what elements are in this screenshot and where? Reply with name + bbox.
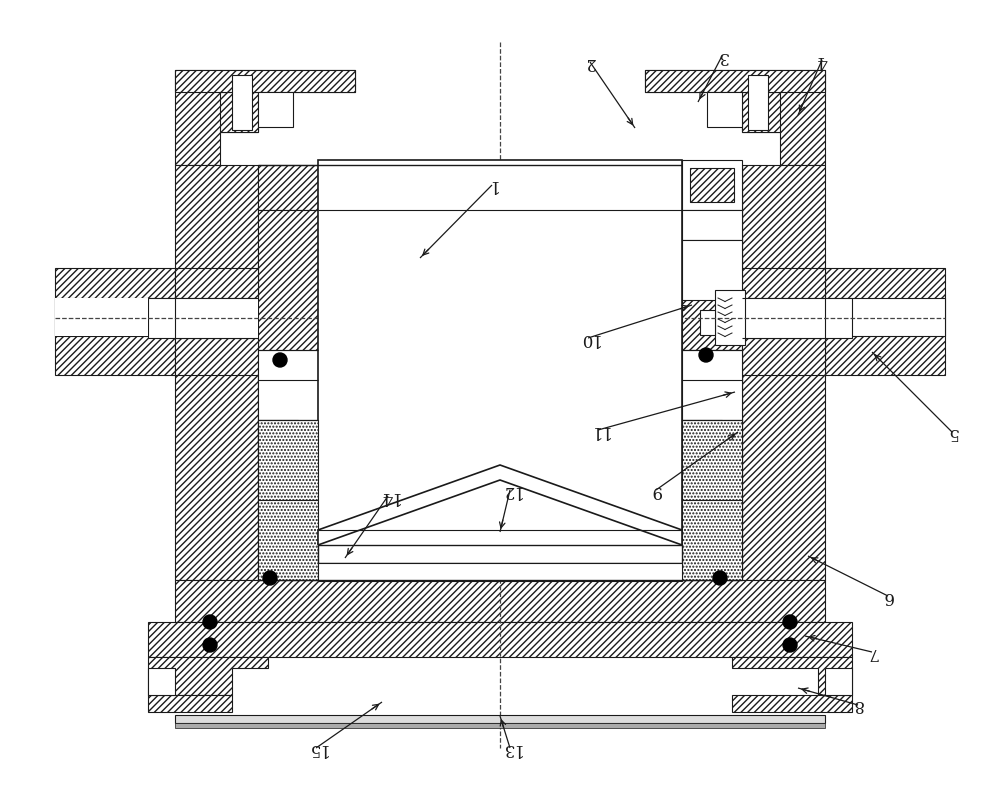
Polygon shape bbox=[175, 338, 258, 375]
Polygon shape bbox=[148, 657, 268, 695]
Bar bbox=[682, 350, 742, 380]
Text: 9: 9 bbox=[651, 482, 661, 498]
Polygon shape bbox=[318, 465, 682, 545]
Circle shape bbox=[783, 615, 797, 629]
Polygon shape bbox=[742, 268, 825, 298]
Bar bbox=[148, 298, 175, 338]
Circle shape bbox=[203, 638, 217, 652]
Polygon shape bbox=[645, 70, 825, 165]
Bar bbox=[175, 715, 825, 723]
Polygon shape bbox=[258, 420, 298, 455]
Circle shape bbox=[699, 348, 713, 362]
Bar bbox=[825, 298, 945, 336]
Bar bbox=[682, 210, 742, 240]
Polygon shape bbox=[645, 70, 825, 92]
Bar bbox=[318, 563, 682, 581]
Bar bbox=[318, 160, 682, 580]
Text: 3: 3 bbox=[717, 48, 727, 64]
Polygon shape bbox=[258, 210, 318, 580]
Bar bbox=[742, 298, 825, 338]
Bar bbox=[825, 298, 852, 338]
Bar bbox=[258, 92, 293, 127]
Polygon shape bbox=[148, 668, 175, 695]
Text: 1: 1 bbox=[487, 177, 497, 193]
Circle shape bbox=[713, 571, 727, 585]
Bar bbox=[715, 290, 745, 345]
Bar bbox=[55, 298, 148, 336]
Polygon shape bbox=[220, 92, 258, 132]
Bar bbox=[258, 500, 318, 580]
Circle shape bbox=[273, 353, 287, 367]
Text: 7: 7 bbox=[867, 643, 877, 661]
Bar bbox=[148, 622, 852, 657]
Text: 15: 15 bbox=[305, 740, 327, 756]
Text: 4: 4 bbox=[817, 51, 827, 68]
Polygon shape bbox=[682, 210, 742, 580]
Text: 10: 10 bbox=[577, 329, 599, 347]
Bar bbox=[707, 92, 742, 127]
Polygon shape bbox=[732, 657, 852, 695]
Polygon shape bbox=[258, 165, 318, 210]
Polygon shape bbox=[175, 580, 825, 622]
Text: 13: 13 bbox=[499, 740, 521, 756]
Text: 2: 2 bbox=[585, 54, 595, 70]
Text: 5: 5 bbox=[947, 424, 957, 440]
Polygon shape bbox=[742, 165, 825, 580]
Bar bbox=[55, 298, 175, 336]
Bar bbox=[232, 75, 252, 130]
Polygon shape bbox=[55, 268, 175, 375]
Polygon shape bbox=[175, 70, 355, 165]
Bar bbox=[175, 298, 258, 338]
Bar bbox=[175, 723, 825, 728]
Polygon shape bbox=[175, 268, 258, 298]
Polygon shape bbox=[742, 338, 825, 375]
Bar bbox=[682, 240, 742, 300]
Polygon shape bbox=[148, 695, 232, 712]
Polygon shape bbox=[732, 695, 852, 712]
Polygon shape bbox=[175, 165, 258, 580]
Polygon shape bbox=[258, 350, 318, 420]
Polygon shape bbox=[175, 70, 355, 92]
Bar bbox=[700, 310, 715, 335]
Text: 14: 14 bbox=[377, 488, 399, 505]
Bar bbox=[682, 160, 742, 210]
Text: 11: 11 bbox=[587, 421, 609, 439]
Bar bbox=[682, 500, 742, 580]
Polygon shape bbox=[825, 668, 852, 695]
Polygon shape bbox=[682, 165, 742, 210]
Circle shape bbox=[203, 615, 217, 629]
Text: 8: 8 bbox=[853, 696, 863, 714]
Bar bbox=[748, 75, 768, 130]
Polygon shape bbox=[682, 350, 742, 420]
Bar bbox=[682, 420, 742, 500]
Bar bbox=[690, 168, 734, 202]
Text: 6: 6 bbox=[883, 588, 893, 604]
Polygon shape bbox=[742, 92, 780, 132]
Bar bbox=[318, 545, 682, 563]
Polygon shape bbox=[825, 268, 945, 375]
Polygon shape bbox=[682, 420, 722, 455]
Text: 12: 12 bbox=[499, 482, 521, 498]
Circle shape bbox=[783, 638, 797, 652]
Circle shape bbox=[263, 571, 277, 585]
Bar bbox=[258, 420, 318, 500]
